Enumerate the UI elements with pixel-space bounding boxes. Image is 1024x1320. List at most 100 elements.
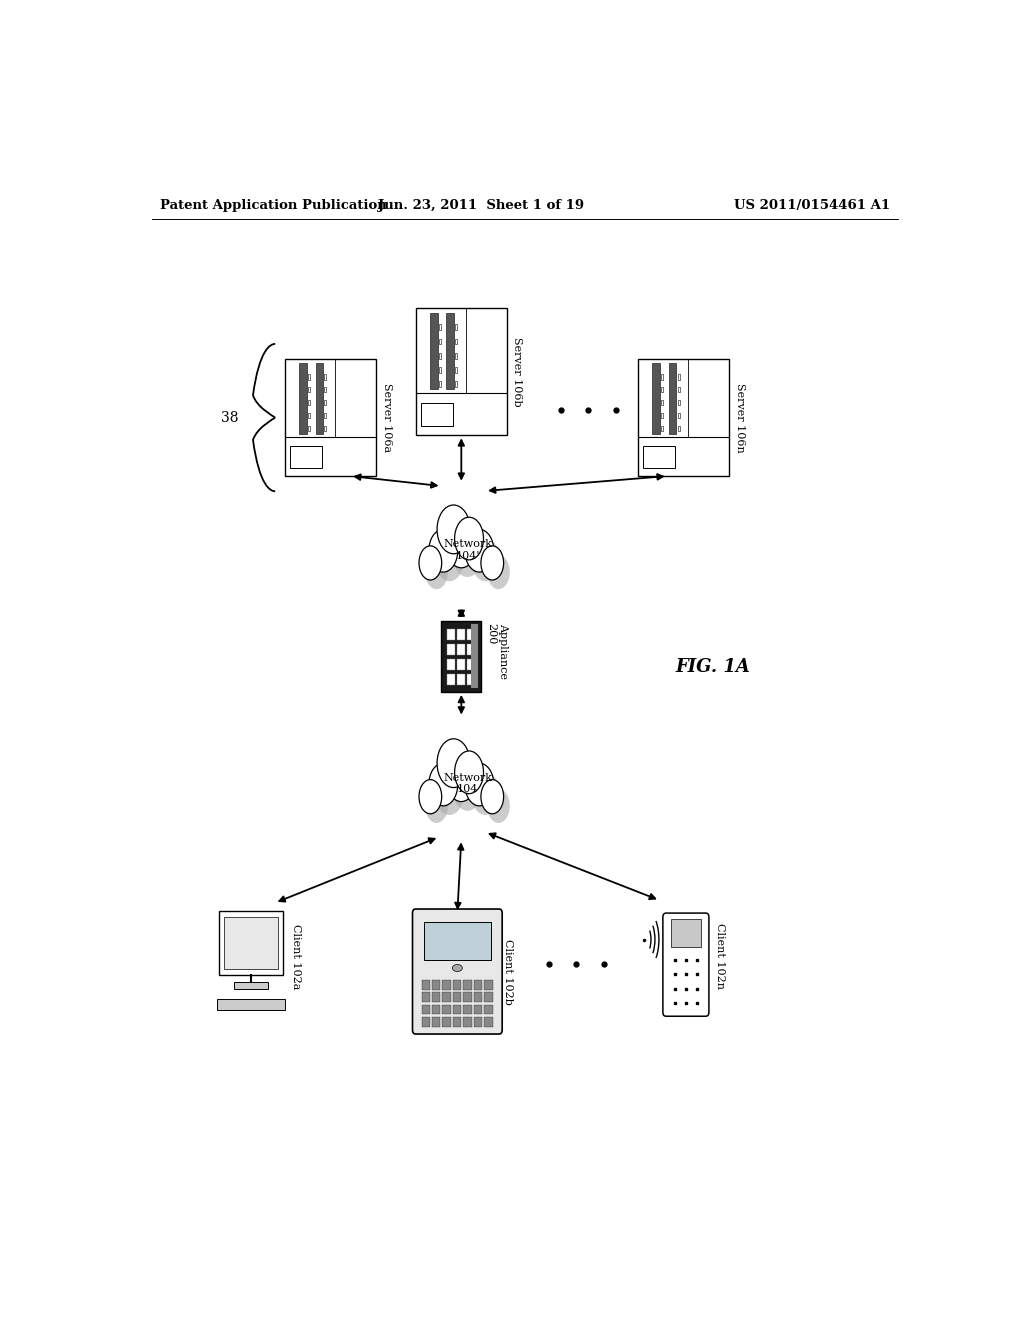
Text: Network
104: Network 104 [443, 772, 493, 795]
Text: FIG. 1A: FIG. 1A [676, 657, 751, 676]
FancyBboxPatch shape [308, 413, 310, 418]
FancyBboxPatch shape [453, 993, 462, 1002]
Ellipse shape [455, 751, 483, 793]
Ellipse shape [487, 554, 510, 589]
Text: Server 106n: Server 106n [734, 383, 744, 453]
FancyBboxPatch shape [484, 979, 493, 990]
FancyBboxPatch shape [446, 313, 455, 389]
FancyBboxPatch shape [638, 359, 729, 477]
Text: Appliance
200: Appliance 200 [486, 623, 508, 680]
FancyBboxPatch shape [219, 911, 283, 975]
FancyBboxPatch shape [447, 673, 455, 685]
FancyBboxPatch shape [432, 979, 440, 990]
Ellipse shape [455, 517, 483, 560]
FancyBboxPatch shape [290, 446, 323, 467]
FancyBboxPatch shape [467, 628, 475, 640]
FancyBboxPatch shape [678, 374, 680, 380]
Ellipse shape [452, 764, 483, 810]
Text: Client 102n: Client 102n [715, 923, 725, 989]
FancyBboxPatch shape [678, 413, 680, 418]
FancyBboxPatch shape [669, 363, 677, 433]
FancyBboxPatch shape [678, 400, 680, 405]
FancyBboxPatch shape [447, 659, 455, 669]
FancyBboxPatch shape [441, 620, 481, 692]
FancyBboxPatch shape [458, 628, 465, 640]
FancyBboxPatch shape [447, 628, 455, 640]
FancyBboxPatch shape [467, 673, 475, 685]
FancyBboxPatch shape [474, 979, 482, 990]
FancyBboxPatch shape [442, 1005, 451, 1014]
FancyBboxPatch shape [458, 673, 465, 685]
FancyBboxPatch shape [325, 400, 327, 405]
FancyBboxPatch shape [447, 644, 455, 655]
FancyBboxPatch shape [439, 338, 441, 345]
FancyBboxPatch shape [439, 325, 441, 330]
FancyBboxPatch shape [662, 400, 664, 405]
FancyBboxPatch shape [471, 624, 478, 689]
FancyBboxPatch shape [432, 993, 440, 1002]
FancyBboxPatch shape [308, 426, 310, 432]
Ellipse shape [435, 539, 464, 581]
FancyBboxPatch shape [422, 1005, 430, 1014]
FancyBboxPatch shape [464, 1005, 472, 1014]
Ellipse shape [452, 531, 483, 577]
Ellipse shape [437, 506, 470, 554]
FancyBboxPatch shape [442, 979, 451, 990]
FancyBboxPatch shape [464, 993, 472, 1002]
FancyBboxPatch shape [432, 1016, 440, 1027]
FancyBboxPatch shape [467, 644, 475, 655]
FancyBboxPatch shape [416, 309, 507, 436]
Text: US 2011/0154461 A1: US 2011/0154461 A1 [734, 199, 890, 213]
FancyBboxPatch shape [233, 982, 268, 990]
FancyBboxPatch shape [299, 363, 307, 433]
FancyBboxPatch shape [662, 387, 664, 392]
Ellipse shape [425, 789, 447, 822]
Ellipse shape [419, 546, 441, 579]
FancyBboxPatch shape [456, 380, 458, 387]
Ellipse shape [465, 529, 494, 572]
FancyBboxPatch shape [474, 1005, 482, 1014]
FancyBboxPatch shape [662, 374, 664, 380]
FancyBboxPatch shape [484, 1016, 493, 1027]
FancyBboxPatch shape [422, 993, 430, 1002]
Text: Client 102b: Client 102b [503, 939, 513, 1005]
FancyBboxPatch shape [285, 359, 376, 477]
FancyBboxPatch shape [474, 993, 482, 1002]
Ellipse shape [437, 739, 470, 788]
Ellipse shape [429, 763, 458, 805]
FancyBboxPatch shape [643, 446, 675, 467]
FancyBboxPatch shape [308, 400, 310, 405]
FancyBboxPatch shape [432, 1005, 440, 1014]
FancyBboxPatch shape [464, 979, 472, 990]
Ellipse shape [425, 554, 447, 589]
FancyBboxPatch shape [453, 1016, 462, 1027]
FancyBboxPatch shape [439, 352, 441, 359]
FancyBboxPatch shape [662, 413, 664, 418]
FancyBboxPatch shape [456, 338, 458, 345]
FancyBboxPatch shape [325, 426, 327, 432]
FancyBboxPatch shape [442, 1016, 451, 1027]
Text: Server 106a: Server 106a [382, 383, 391, 453]
Text: Server 106b: Server 106b [512, 337, 522, 407]
FancyBboxPatch shape [430, 313, 438, 389]
FancyBboxPatch shape [315, 363, 324, 433]
FancyBboxPatch shape [325, 413, 327, 418]
FancyBboxPatch shape [308, 374, 310, 380]
Ellipse shape [461, 760, 489, 803]
FancyBboxPatch shape [224, 916, 278, 969]
FancyBboxPatch shape [671, 919, 701, 948]
FancyBboxPatch shape [325, 387, 327, 392]
Ellipse shape [471, 772, 500, 814]
Ellipse shape [471, 539, 500, 581]
FancyBboxPatch shape [458, 659, 465, 669]
Ellipse shape [419, 780, 441, 813]
Ellipse shape [443, 748, 476, 797]
FancyBboxPatch shape [456, 367, 458, 372]
FancyBboxPatch shape [456, 352, 458, 359]
Ellipse shape [487, 789, 510, 822]
FancyBboxPatch shape [467, 659, 475, 669]
Ellipse shape [481, 546, 504, 579]
Ellipse shape [445, 521, 477, 568]
Text: Network
104': Network 104' [443, 539, 493, 561]
Text: 38: 38 [221, 411, 239, 425]
